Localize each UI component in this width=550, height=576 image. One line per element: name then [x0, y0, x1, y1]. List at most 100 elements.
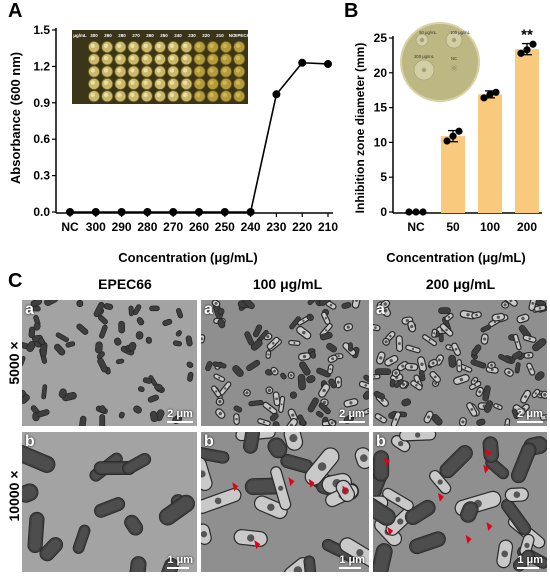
cell-debris — [405, 318, 410, 323]
bacterium-cell — [460, 501, 479, 523]
bacterium-cell — [384, 354, 399, 367]
y-tick-label-b: 25 — [374, 31, 388, 45]
bacterium-cell — [523, 351, 534, 359]
cell-body — [28, 326, 36, 339]
cell-debris — [214, 497, 222, 505]
bacterium-cell — [431, 328, 438, 338]
bacterium-cell — [99, 405, 106, 413]
bacterium-cell — [289, 316, 301, 330]
bacterium-cell — [374, 413, 388, 424]
bacterium-cell — [187, 371, 194, 382]
cell-body — [532, 338, 547, 352]
bacterium-cell — [201, 446, 230, 464]
bacterium-cell — [373, 373, 381, 380]
cell-body — [373, 390, 385, 400]
bacterium-cell — [22, 483, 39, 503]
cell-debris — [473, 379, 476, 382]
cell-body — [348, 342, 353, 352]
cell-cytoplasm — [201, 448, 228, 462]
cell-debris — [475, 313, 478, 317]
bacterium-cell — [466, 402, 478, 417]
cell-body — [186, 361, 194, 369]
cell-debris — [331, 357, 335, 361]
bacterium-cell — [298, 352, 311, 361]
bacterium-cell — [480, 333, 489, 345]
cell-debris — [293, 566, 303, 572]
cell-body — [341, 302, 352, 309]
bacterium-cell — [98, 314, 108, 325]
bacterium-cell — [315, 410, 324, 418]
cell-debris — [521, 316, 525, 321]
cell-debris — [379, 416, 383, 420]
cell-body — [233, 405, 243, 413]
plate-label: 270 — [132, 33, 140, 38]
bacterium-cell — [482, 436, 500, 463]
cell-debris — [317, 462, 327, 471]
cell-body — [476, 418, 486, 426]
plate-label: 230 — [188, 33, 196, 38]
bacterium-cell — [503, 418, 511, 426]
bacterium-cell — [215, 408, 226, 419]
plate-well-highlight — [143, 43, 148, 48]
cell-debris — [356, 549, 364, 557]
bacterium-cell — [233, 529, 268, 547]
data-point-a — [117, 208, 126, 216]
plate-label: 260 — [146, 33, 154, 38]
plate-well-highlight — [156, 55, 161, 61]
plate-well-highlight — [90, 55, 96, 61]
cell-body — [318, 300, 332, 306]
cell-cytoplasm — [373, 495, 394, 524]
bacterium-cell — [348, 342, 353, 352]
bacterium-cell — [145, 336, 152, 344]
cell-debris — [409, 365, 414, 369]
y-tick-label-b: 5 — [380, 170, 387, 184]
subpanel-label-a: a — [376, 301, 385, 318]
bacterium-cell — [328, 378, 338, 389]
bacterium-cell — [504, 487, 529, 503]
cell-debris — [388, 334, 392, 338]
bacterium-cell — [516, 313, 530, 324]
cell-debris — [466, 313, 470, 317]
cell-body — [205, 361, 213, 372]
bacterium-cell — [158, 494, 195, 526]
bacterium-cell — [351, 300, 362, 309]
cell-debris — [427, 415, 431, 419]
cell-debris — [531, 301, 535, 305]
bacterium-cell — [162, 318, 173, 327]
cell-body — [162, 318, 173, 327]
plate-well-highlight — [143, 92, 148, 98]
bacterium-cell — [201, 334, 206, 344]
x-tick-label-a: 210 — [318, 220, 338, 234]
plate-well-highlight — [169, 92, 175, 98]
y-tick-label-a: 0.3 — [33, 169, 50, 183]
cell-body — [514, 362, 521, 374]
bacterium-cell — [283, 432, 304, 451]
bacterium-cell — [531, 388, 541, 399]
cell-debris — [428, 339, 431, 342]
plate-well-highlight — [103, 92, 109, 98]
x-axis-label-a: Concentration (μg/mL) — [118, 250, 257, 265]
cell-debris — [437, 358, 441, 362]
bacterium-cell — [41, 384, 48, 400]
bacterium-cell — [326, 342, 337, 353]
cell-debris — [374, 326, 377, 329]
cell-body — [55, 332, 69, 343]
plate-well-highlight — [117, 43, 122, 48]
cell-cytoplasm — [503, 501, 529, 534]
cell-body — [307, 397, 319, 413]
cell-debris — [302, 330, 306, 335]
cell-debris — [367, 409, 369, 413]
red-arrow-icon — [254, 540, 261, 550]
subpanel-label-a: a — [25, 301, 34, 318]
scale-bar-label: 1 μm — [167, 554, 193, 566]
cell-debris — [267, 353, 270, 356]
cell-debris — [398, 440, 404, 447]
plate-well-highlight — [169, 80, 175, 85]
bacterium-cell — [33, 322, 41, 331]
bacterium-cell — [265, 386, 274, 395]
cell-debris — [324, 329, 328, 332]
plate-label: 220 — [202, 33, 210, 38]
cell-debris — [397, 342, 401, 346]
cell-debris — [289, 434, 298, 443]
cell-body — [252, 324, 263, 338]
